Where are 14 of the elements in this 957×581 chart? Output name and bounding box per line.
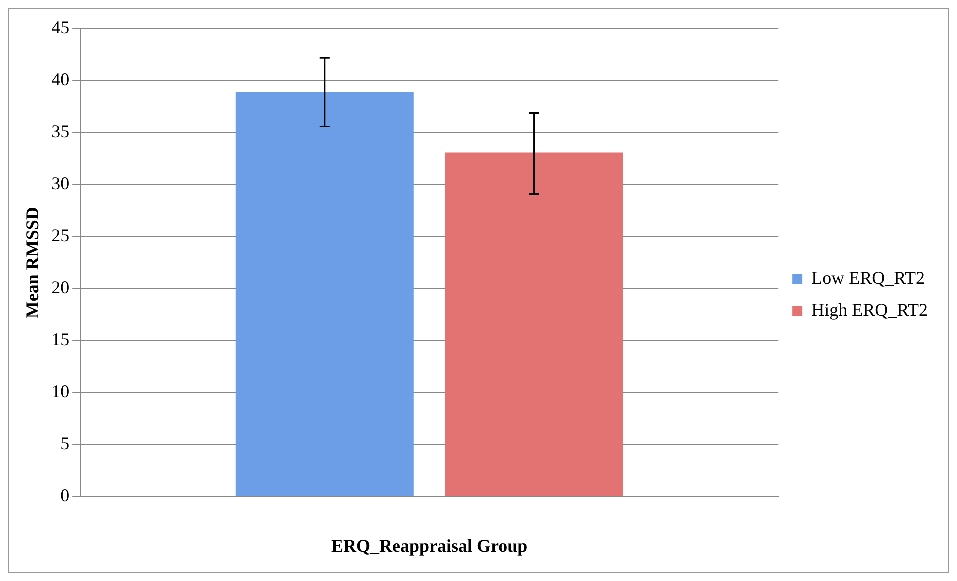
y-tick-label: 40 — [52, 70, 70, 90]
y-tick-label: 35 — [52, 122, 70, 142]
y-tick-label: 15 — [52, 330, 70, 350]
x-axis-title: ERQ_Reappraisal Group — [331, 536, 528, 556]
legend-label: High ERQ_RT2 — [812, 300, 928, 320]
y-tick-label: 0 — [60, 486, 70, 506]
y-tick-label: 20 — [52, 278, 70, 298]
y-tick-label: 5 — [60, 434, 70, 454]
y-tick-label: 25 — [52, 226, 70, 246]
y-axis-title: Mean RMSSD — [22, 207, 42, 319]
y-tick-label: 45 — [52, 18, 70, 38]
legend-label: Low ERQ_RT2 — [812, 268, 925, 288]
y-tick-label: 30 — [52, 174, 70, 194]
y-tick-label: 10 — [52, 382, 70, 402]
